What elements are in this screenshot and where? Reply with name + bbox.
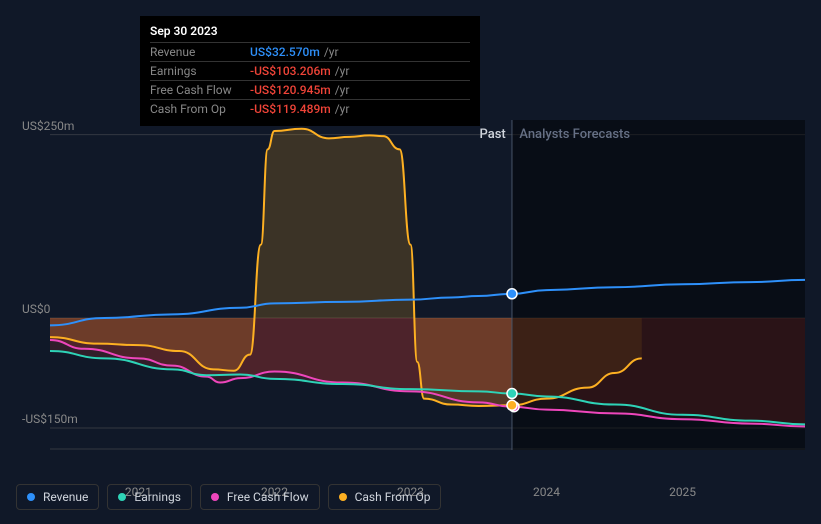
tooltip-unit: /yr	[335, 102, 350, 116]
tooltip-unit: /yr	[335, 83, 350, 97]
tooltip-label: Earnings	[150, 64, 250, 78]
past-label: Past	[479, 127, 505, 142]
tooltip-row: RevenueUS$32.570m/yr	[150, 42, 470, 61]
tooltip-value: -US$119.489m	[250, 102, 331, 116]
tooltip-row: Cash From Op-US$119.489m/yr	[150, 99, 470, 118]
tooltip-label: Revenue	[150, 45, 250, 59]
legend-dot-icon	[339, 493, 347, 501]
legend: Revenue Earnings Free Cash Flow Cash From O…	[16, 484, 441, 510]
legend-cashop[interactable]: Cash From Op	[328, 484, 442, 510]
y-axis-label: -US$150m	[22, 412, 78, 426]
x-axis-tick: 2024	[533, 485, 560, 499]
legend-fcf[interactable]: Free Cash Flow	[200, 484, 320, 510]
tooltip-date: Sep 30 2023	[150, 24, 470, 38]
chart-svg	[16, 120, 805, 450]
y-axis-label: US$0	[22, 302, 50, 316]
tooltip-unit: /yr	[335, 64, 350, 78]
legend-label: Earnings	[134, 490, 181, 504]
tooltip-label: Free Cash Flow	[150, 83, 250, 97]
forecast-label: Analysts Forecasts	[519, 127, 630, 142]
x-axis-tick: 2025	[669, 485, 696, 499]
tooltip-row: Earnings-US$103.206m/yr	[150, 61, 470, 80]
tooltip-row: Free Cash Flow-US$120.945m/yr	[150, 80, 470, 99]
legend-dot-icon	[118, 493, 126, 501]
legend-dot-icon	[27, 493, 35, 501]
legend-label: Revenue	[43, 490, 88, 504]
hover-tooltip: Sep 30 2023 RevenueUS$32.570m/yrEarnings…	[140, 16, 480, 126]
legend-label: Free Cash Flow	[227, 490, 309, 504]
tooltip-value: -US$120.945m	[250, 83, 331, 97]
legend-label: Cash From Op	[355, 490, 431, 504]
legend-earnings[interactable]: Earnings	[107, 484, 192, 510]
tooltip-label: Cash From Op	[150, 102, 250, 116]
tooltip-value: -US$103.206m	[250, 64, 331, 78]
tooltip-value: US$32.570m	[250, 45, 320, 59]
tooltip-unit: /yr	[324, 45, 339, 59]
legend-dot-icon	[211, 493, 219, 501]
chart-area[interactable]: US$250mUS$0-US$150m20212022202320242025P…	[16, 120, 805, 474]
y-axis-label: US$250m	[22, 119, 74, 133]
legend-revenue[interactable]: Revenue	[16, 484, 99, 510]
